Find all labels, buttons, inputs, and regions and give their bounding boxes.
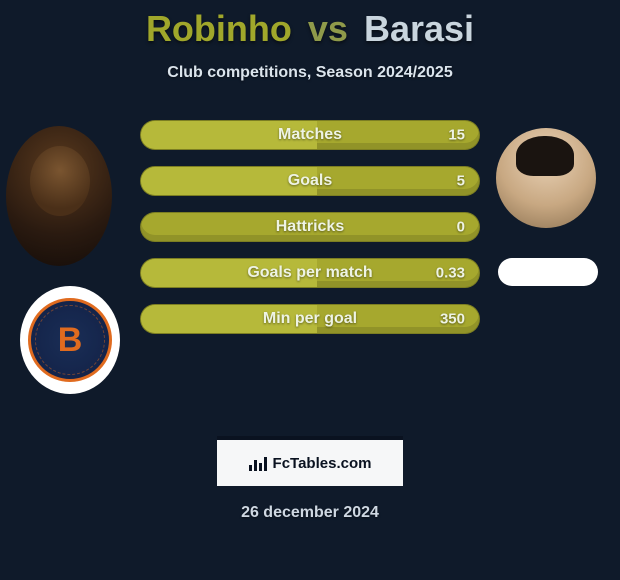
stat-label: Goals	[288, 172, 332, 190]
stat-value: 0	[457, 219, 465, 236]
stat-bar-goals-per-match: Goals per match 0.33	[140, 258, 480, 288]
stat-bar-matches: Matches 15	[140, 120, 480, 150]
player2-club-badge	[498, 258, 598, 286]
site-name: FcTables.com	[273, 455, 372, 472]
bar-chart-icon	[249, 455, 267, 471]
date-label: 26 december 2024	[0, 504, 620, 522]
subtitle: Club competitions, Season 2024/2025	[0, 64, 620, 82]
player1-avatar	[6, 126, 112, 266]
site-badge[interactable]: FcTables.com	[217, 436, 403, 486]
player2-name: Barasi	[364, 8, 474, 49]
stat-label: Hattricks	[276, 218, 344, 236]
stat-value: 350	[440, 311, 465, 328]
stat-bar-goals: Goals 5	[140, 166, 480, 196]
comparison-title: Robinho vs Barasi	[0, 0, 620, 50]
player1-name: Robinho	[146, 8, 292, 49]
stat-bars: Matches 15 Goals 5 Hattricks 0 Goals per…	[140, 120, 480, 350]
stat-value: 15	[448, 127, 465, 144]
stat-bar-hattricks: Hattricks 0	[140, 212, 480, 242]
stat-label: Matches	[278, 126, 342, 144]
player2-avatar	[496, 128, 596, 228]
club-badge-inner: B	[28, 298, 112, 382]
player1-club-badge: B	[20, 286, 120, 394]
vs-label: vs	[308, 8, 348, 49]
stat-label: Goals per match	[247, 264, 372, 282]
stat-label: Min per goal	[263, 310, 357, 328]
stat-value: 0.33	[436, 265, 465, 282]
stat-bar-min-per-goal: Min per goal 350	[140, 304, 480, 334]
comparison-content: B Matches 15 Goals 5 Hattricks 0 Goals p…	[0, 110, 620, 430]
club-badge-ring	[35, 305, 105, 375]
stat-value: 5	[457, 173, 465, 190]
